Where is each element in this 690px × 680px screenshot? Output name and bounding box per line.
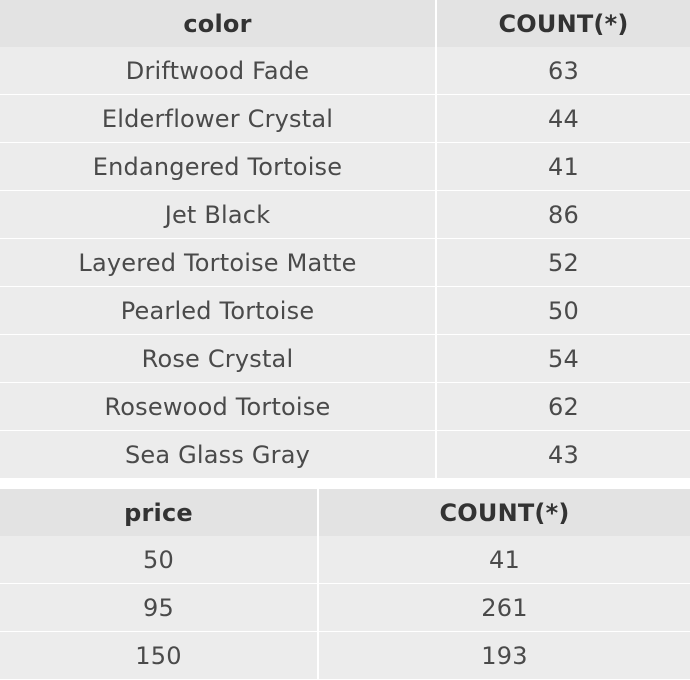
table-row: Pearled Tortoise 50 (0, 286, 690, 335)
cell-price: 50 (0, 536, 318, 584)
cell-color: Rose Crystal (0, 334, 436, 383)
cell-count: 193 (317, 631, 690, 679)
cell-count: 41 (317, 536, 690, 584)
cell-count: 50 (435, 286, 690, 335)
cell-price: 150 (0, 631, 318, 679)
column-header-price: price (0, 489, 318, 536)
cell-count: 41 (435, 142, 690, 191)
cell-price: 95 (0, 583, 318, 632)
table-row: 50 41 (0, 536, 690, 584)
cell-color: Jet Black (0, 190, 436, 239)
cell-count: 86 (435, 190, 690, 239)
table-row: Layered Tortoise Matte 52 (0, 238, 690, 287)
color-count-table: color COUNT(*) Driftwood Fade 63 Elderfl… (0, 0, 690, 478)
table-row: Jet Black 86 (0, 190, 690, 239)
cell-color: Driftwood Fade (0, 47, 436, 95)
cell-count: 63 (435, 47, 690, 95)
price-count-table: price COUNT(*) 50 41 95 261 150 193 (0, 489, 690, 679)
table-row: Endangered Tortoise 41 (0, 142, 690, 191)
table-header-row: color COUNT(*) (0, 0, 690, 47)
cell-count: 43 (435, 430, 690, 478)
column-header-color: color (0, 0, 436, 47)
cell-count: 62 (435, 382, 690, 431)
column-header-count: COUNT(*) (317, 489, 690, 536)
table-row: Driftwood Fade 63 (0, 47, 690, 95)
cell-color: Endangered Tortoise (0, 142, 436, 191)
table-row: Elderflower Crystal 44 (0, 94, 690, 143)
table-row: Rose Crystal 54 (0, 334, 690, 383)
cell-color: Pearled Tortoise (0, 286, 436, 335)
table-row: Rosewood Tortoise 62 (0, 382, 690, 431)
table-row: 150 193 (0, 631, 690, 679)
cell-color: Elderflower Crystal (0, 94, 436, 143)
cell-count: 261 (317, 583, 690, 632)
cell-count: 44 (435, 94, 690, 143)
cell-count: 54 (435, 334, 690, 383)
cell-color: Layered Tortoise Matte (0, 238, 436, 287)
cell-count: 52 (435, 238, 690, 287)
table-header-row: price COUNT(*) (0, 489, 690, 536)
cell-color: Sea Glass Gray (0, 430, 436, 478)
table-row: Sea Glass Gray 43 (0, 430, 690, 478)
column-header-count: COUNT(*) (435, 0, 690, 47)
table-row: 95 261 (0, 583, 690, 632)
cell-color: Rosewood Tortoise (0, 382, 436, 431)
